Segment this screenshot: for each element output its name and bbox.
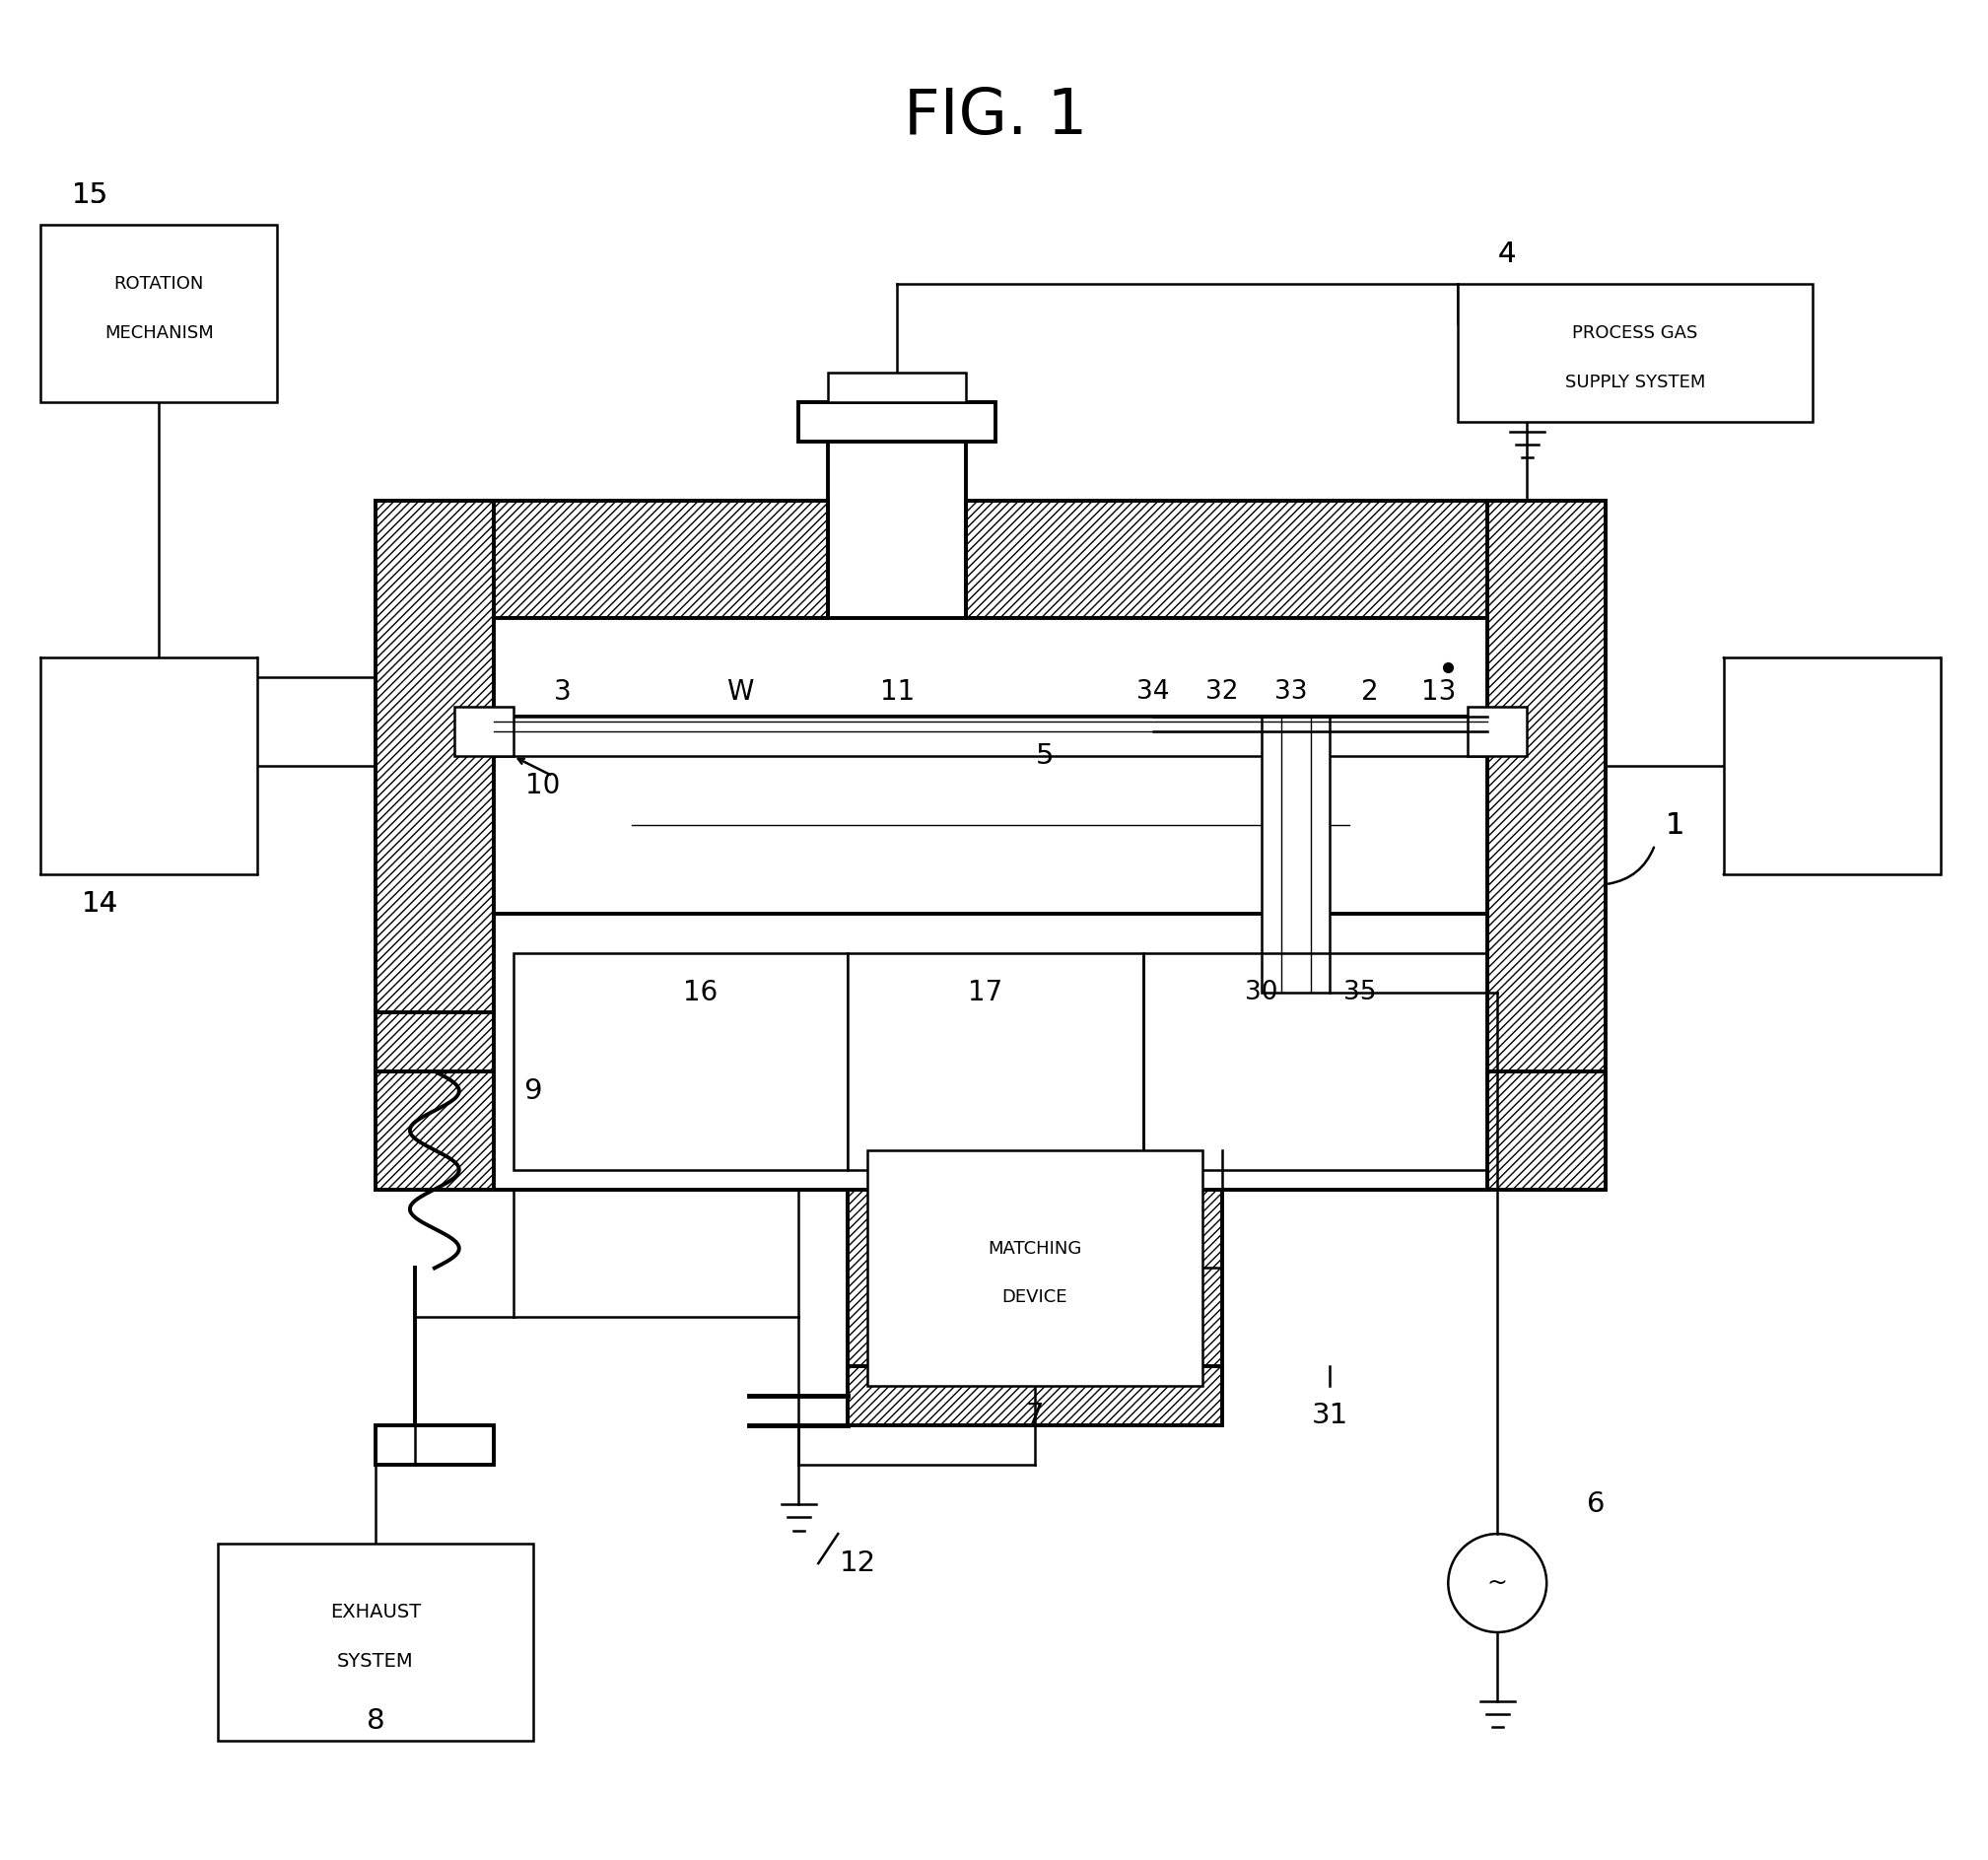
Bar xyxy=(513,629,1467,707)
Bar xyxy=(493,716,1487,934)
Bar xyxy=(1457,285,1813,422)
Text: MECHANISM: MECHANISM xyxy=(103,324,213,342)
Text: 15: 15 xyxy=(72,182,107,208)
Text: 8: 8 xyxy=(366,1707,384,1735)
Text: EXHAUST: EXHAUST xyxy=(330,1603,421,1622)
Bar xyxy=(1487,500,1606,1189)
Text: 7: 7 xyxy=(1026,1402,1044,1430)
Text: 6: 6 xyxy=(1586,1490,1604,1518)
Bar xyxy=(493,619,1487,1071)
Bar xyxy=(493,619,1487,716)
Text: ROTATION: ROTATION xyxy=(113,275,205,292)
Text: SYSTEM: SYSTEM xyxy=(338,1652,414,1670)
Bar xyxy=(632,727,1350,924)
Text: PROCESS GAS: PROCESS GAS xyxy=(1573,324,1698,342)
Text: ~: ~ xyxy=(1487,1572,1507,1594)
Text: 1: 1 xyxy=(1666,811,1684,839)
Text: 3: 3 xyxy=(555,679,571,707)
Bar xyxy=(1467,707,1527,757)
Text: 4: 4 xyxy=(1499,240,1517,268)
Text: 17: 17 xyxy=(968,978,1004,1006)
Bar xyxy=(847,1367,1223,1425)
Bar xyxy=(493,716,1487,757)
Text: 9: 9 xyxy=(523,1077,543,1105)
Bar xyxy=(1350,727,1487,924)
Bar xyxy=(533,973,829,1149)
Bar xyxy=(453,707,513,757)
Bar xyxy=(42,658,256,874)
Text: W: W xyxy=(726,679,753,707)
Text: 11: 11 xyxy=(879,679,914,707)
Text: 14: 14 xyxy=(82,891,117,917)
Bar xyxy=(847,952,1143,1170)
Bar xyxy=(376,1425,493,1466)
Bar xyxy=(376,500,829,619)
Bar xyxy=(42,225,276,402)
Bar xyxy=(1260,716,1330,993)
Text: 12: 12 xyxy=(839,1549,877,1577)
Bar xyxy=(966,500,1606,619)
Text: 34: 34 xyxy=(1137,679,1169,705)
Text: DEVICE: DEVICE xyxy=(1002,1289,1068,1306)
Bar xyxy=(1143,952,1487,1170)
Bar xyxy=(847,1149,887,1386)
Text: 31: 31 xyxy=(1312,1402,1348,1430)
Text: 14: 14 xyxy=(82,891,117,917)
Text: 32: 32 xyxy=(1205,679,1239,705)
Text: 1: 1 xyxy=(1666,811,1684,839)
Bar xyxy=(219,1544,533,1741)
Text: 30: 30 xyxy=(1244,980,1278,1004)
Bar xyxy=(513,952,847,1170)
Bar xyxy=(1724,658,1940,874)
Bar xyxy=(376,1071,1606,1189)
Text: 33: 33 xyxy=(1274,679,1308,705)
Bar xyxy=(867,1149,1203,1386)
Text: 10: 10 xyxy=(525,772,561,800)
Bar xyxy=(799,402,996,441)
Text: 2: 2 xyxy=(1360,679,1378,707)
Bar xyxy=(493,913,1487,1189)
Text: 13: 13 xyxy=(1421,679,1455,707)
Text: 35: 35 xyxy=(1344,980,1376,1004)
Text: 4: 4 xyxy=(1499,240,1517,268)
Text: 15: 15 xyxy=(72,182,107,208)
Text: SUPPLY SYSTEM: SUPPLY SYSTEM xyxy=(1565,374,1706,391)
Bar xyxy=(376,500,493,1189)
Text: 5: 5 xyxy=(1036,742,1054,770)
Text: FIG. 1: FIG. 1 xyxy=(905,86,1087,147)
Text: 16: 16 xyxy=(682,978,718,1006)
Bar xyxy=(1143,952,1487,1170)
Text: MATCHING: MATCHING xyxy=(988,1239,1081,1257)
Bar xyxy=(493,727,632,924)
Bar xyxy=(829,372,966,402)
Bar xyxy=(1183,952,1223,1386)
Bar xyxy=(513,952,847,1170)
